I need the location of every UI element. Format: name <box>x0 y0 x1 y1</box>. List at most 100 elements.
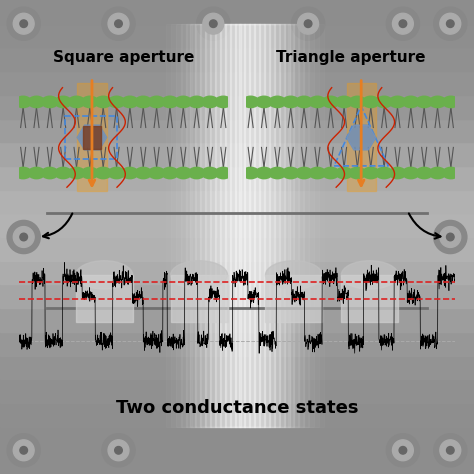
Text: Two conductance states: Two conductance states <box>116 399 358 417</box>
Circle shape <box>416 167 432 179</box>
Circle shape <box>309 167 326 179</box>
Circle shape <box>363 167 379 179</box>
Circle shape <box>434 434 467 467</box>
Bar <box>176 24 191 427</box>
Bar <box>0 24 474 47</box>
Circle shape <box>188 96 205 108</box>
Circle shape <box>28 96 45 108</box>
Bar <box>283 24 300 427</box>
Bar <box>239 24 255 427</box>
Circle shape <box>121 96 138 108</box>
Bar <box>0 403 474 427</box>
Bar <box>346 83 376 191</box>
Bar <box>220 24 236 427</box>
Bar <box>65 116 117 159</box>
Circle shape <box>13 440 34 461</box>
Circle shape <box>392 440 413 461</box>
Circle shape <box>82 167 98 179</box>
Circle shape <box>135 96 152 108</box>
Circle shape <box>201 96 219 108</box>
Bar <box>0 332 474 356</box>
Bar <box>205 24 221 427</box>
Circle shape <box>429 96 446 108</box>
Circle shape <box>376 96 392 108</box>
Circle shape <box>162 167 178 179</box>
Bar <box>249 24 265 427</box>
Bar <box>0 118 474 142</box>
Circle shape <box>13 13 34 34</box>
Ellipse shape <box>76 261 133 289</box>
Bar <box>171 24 187 427</box>
Circle shape <box>443 167 459 179</box>
Ellipse shape <box>341 261 398 289</box>
Bar <box>191 24 206 427</box>
Bar <box>289 24 304 427</box>
Circle shape <box>440 13 461 34</box>
Circle shape <box>210 20 217 27</box>
Circle shape <box>121 167 138 179</box>
Circle shape <box>15 167 31 179</box>
Bar <box>274 24 290 427</box>
Circle shape <box>402 96 419 108</box>
Circle shape <box>201 167 219 179</box>
Bar <box>0 213 474 237</box>
Bar <box>166 24 182 427</box>
Circle shape <box>148 96 165 108</box>
Ellipse shape <box>171 261 228 289</box>
Bar <box>264 24 280 427</box>
Circle shape <box>135 167 152 179</box>
Circle shape <box>242 167 259 179</box>
Bar <box>185 24 201 427</box>
Bar <box>82 126 101 149</box>
Circle shape <box>175 96 191 108</box>
Circle shape <box>447 20 454 27</box>
Polygon shape <box>77 125 107 150</box>
Circle shape <box>82 96 98 108</box>
Circle shape <box>283 96 299 108</box>
Circle shape <box>20 233 27 241</box>
Circle shape <box>115 20 122 27</box>
Circle shape <box>386 434 419 467</box>
Bar <box>0 308 474 332</box>
Polygon shape <box>77 125 107 150</box>
Bar <box>245 24 260 427</box>
Title: Triangle aperture: Triangle aperture <box>276 50 426 65</box>
Circle shape <box>42 167 58 179</box>
Circle shape <box>175 167 191 179</box>
Circle shape <box>15 96 31 108</box>
Circle shape <box>322 96 339 108</box>
Bar <box>0 379 474 403</box>
Bar <box>0 356 474 379</box>
Bar <box>0 427 474 450</box>
Polygon shape <box>346 125 376 150</box>
Circle shape <box>68 167 85 179</box>
Circle shape <box>309 96 326 108</box>
Circle shape <box>13 227 34 247</box>
Bar <box>0 71 474 95</box>
Circle shape <box>115 447 122 454</box>
Circle shape <box>336 167 353 179</box>
Circle shape <box>304 20 312 27</box>
Bar <box>200 24 216 427</box>
Bar <box>0 166 474 190</box>
Circle shape <box>203 13 224 34</box>
Bar <box>298 24 314 427</box>
Circle shape <box>416 96 432 108</box>
Circle shape <box>28 167 45 179</box>
Bar <box>254 24 270 427</box>
Circle shape <box>55 167 72 179</box>
Bar <box>76 275 133 322</box>
Circle shape <box>68 96 85 108</box>
Circle shape <box>42 96 58 108</box>
Circle shape <box>363 96 379 108</box>
Bar <box>225 24 240 427</box>
Bar <box>269 24 285 427</box>
Bar <box>215 24 231 427</box>
Circle shape <box>389 167 406 179</box>
Bar <box>265 275 322 322</box>
Circle shape <box>336 96 353 108</box>
Bar <box>210 24 226 427</box>
Circle shape <box>20 20 27 27</box>
Circle shape <box>95 96 111 108</box>
Circle shape <box>296 167 312 179</box>
